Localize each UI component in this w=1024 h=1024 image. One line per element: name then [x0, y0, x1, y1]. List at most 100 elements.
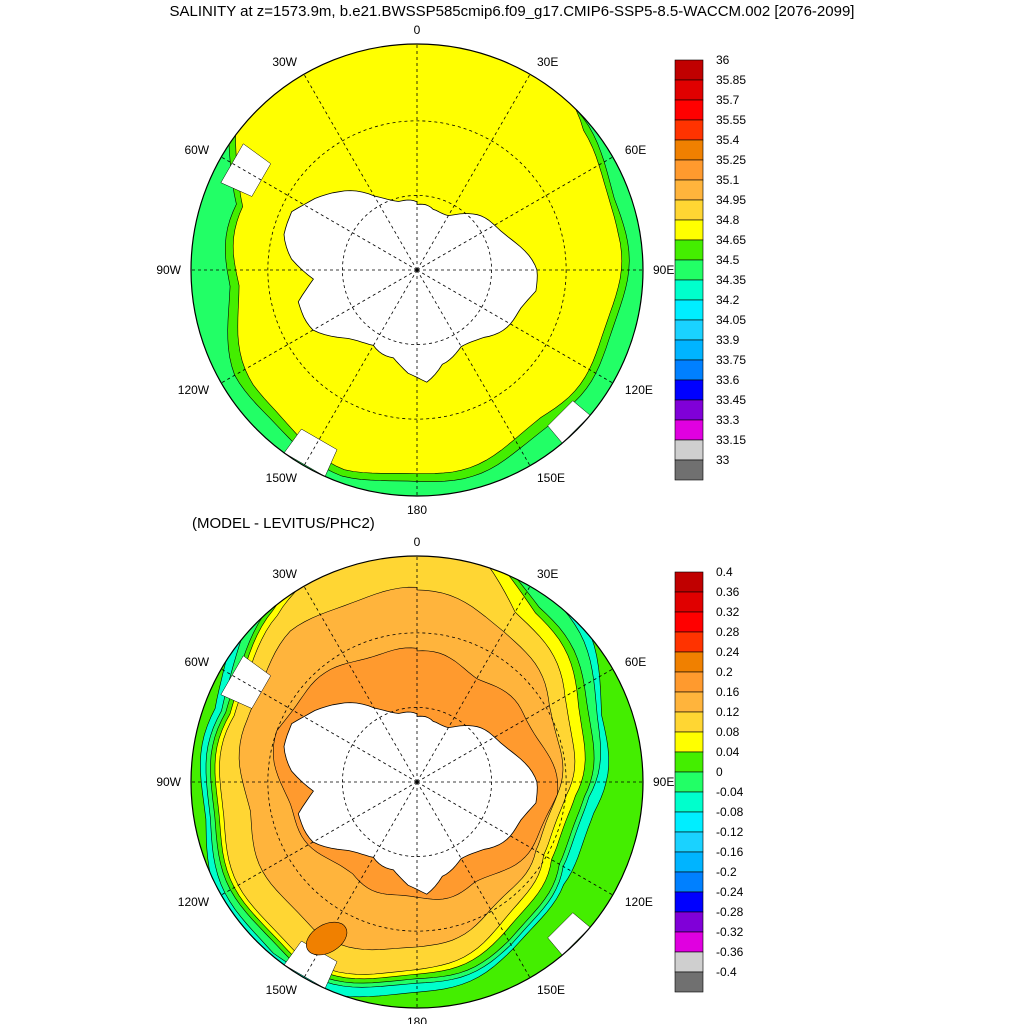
colorbar-swatch: [674, 119, 704, 141]
colorbar-tick-label: 36: [716, 53, 730, 67]
colorbar-tick-label: 33: [716, 453, 730, 467]
colorbar-tick-label: 34.35: [716, 273, 746, 287]
colorbar-tick-label: -0.4: [716, 965, 737, 979]
colorbar-tick-label: -0.2: [716, 865, 737, 879]
colorbar-swatch: [674, 591, 704, 613]
lon-tick-label: 30W: [272, 567, 297, 581]
colorbar-swatch: [674, 419, 704, 441]
colorbar-swatch: [674, 851, 704, 873]
lon-tick-label: 180: [407, 1015, 427, 1024]
lon-tick-label: 120W: [178, 895, 210, 909]
meridian-gridline: [416, 269, 613, 384]
lon-tick-label: 150W: [266, 983, 298, 997]
colorbar-swatch: [674, 671, 704, 693]
colorbar-swatch: [674, 831, 704, 853]
lon-tick-label: 120E: [625, 383, 653, 397]
colorbar-swatch: [674, 379, 704, 401]
lon-tick-label: 90W: [156, 775, 181, 789]
lon-tick-label: 60W: [184, 143, 209, 157]
lon-tick-label: 150W: [266, 471, 298, 485]
meridian-gridline: [416, 586, 531, 783]
colorbar-swatch: [674, 99, 704, 121]
colorbar-swatch: [674, 931, 704, 953]
colorbar-tick-label: -0.28: [716, 905, 744, 919]
lon-tick-label: 90W: [156, 263, 181, 277]
lon-tick-label: 180: [407, 503, 427, 517]
lon-tick-label: 120W: [178, 383, 210, 397]
colorbar-swatch: [674, 239, 704, 261]
lon-tick-label: 150E: [537, 471, 565, 485]
colorbar-swatch: [674, 611, 704, 633]
colorbar-tick-label: 33.45: [716, 393, 746, 407]
colorbar-tick-label: 35.1: [716, 173, 740, 187]
lon-tick-label: 60E: [625, 143, 646, 157]
colorbar-tick-label: -0.04: [716, 785, 744, 799]
colorbar-swatch: [674, 871, 704, 893]
colorbar-tick-label: 0.12: [716, 705, 740, 719]
meridian-gridline: [416, 781, 531, 978]
colorbar-swatch: [674, 79, 704, 101]
colorbar-swatch: [674, 359, 704, 381]
colorbar-swatch: [674, 911, 704, 933]
colorbar-swatch: [674, 771, 704, 793]
land-patch: [220, 143, 272, 197]
colorbar-tick-label: 33.6: [716, 373, 740, 387]
map-border: [190, 555, 644, 1009]
colorbar-tick-label: 0.08: [716, 725, 740, 739]
colorbar-tick-label: 34.65: [716, 233, 746, 247]
colorbar-swatch: [674, 631, 704, 653]
colorbar-tick-label: -0.32: [716, 925, 744, 939]
meridian-gridline: [416, 74, 531, 271]
colorbar-swatch: [674, 399, 704, 421]
colorbar-tick-label: 34.05: [716, 313, 746, 327]
lon-tick-label: 150E: [537, 983, 565, 997]
difference-subtitle: (MODEL - LEVITUS/PHC2): [192, 515, 375, 532]
meridian-gridline: [416, 156, 613, 271]
colorbar-swatch: [674, 139, 704, 161]
colorbar-tick-label: 34.2: [716, 293, 740, 307]
meridian-gridline: [303, 74, 418, 271]
polar-map-0: 0 30E 60E 90E 120E 150E 180 150W 120W 90W 60W 30W: [156, 23, 674, 517]
lon-tick-label: 120E: [625, 895, 653, 909]
antarctica-land: [283, 190, 538, 383]
colorbar-tick-label: -0.08: [716, 805, 744, 819]
colorbar-swatch: [674, 319, 704, 341]
colorbar-tick-label: 0.16: [716, 685, 740, 699]
colorbar-swatch: [674, 971, 704, 993]
colorbar-tick-label: 0.28: [716, 625, 740, 639]
meridian-gridline: [416, 781, 613, 896]
colorbar-swatch: [674, 651, 704, 673]
lon-tick-label: 90E: [653, 775, 674, 789]
colorbar-swatch: [674, 439, 704, 461]
lon-tick-label: 30E: [537, 567, 558, 581]
colorbar-tick-label: 34.5: [716, 253, 740, 267]
lon-tick-label: 60E: [625, 655, 646, 669]
colorbar-swatch: [674, 459, 704, 481]
colorbar-swatch: [674, 159, 704, 181]
colorbar-tick-label: 35.7: [716, 93, 740, 107]
colorbar-tick-label: 35.25: [716, 153, 746, 167]
lon-tick-label: 60W: [184, 655, 209, 669]
lon-tick-label: 0: [414, 535, 421, 549]
colorbar-swatch: [674, 791, 704, 813]
colorbar-swatch: [674, 199, 704, 221]
colorbar-tick-label: 35.85: [716, 73, 746, 87]
lon-tick-label: 30W: [272, 55, 297, 69]
colorbar-swatch: [674, 691, 704, 713]
salinity-maximum-patch: [306, 921, 348, 956]
colorbar-swatch: [674, 891, 704, 913]
meridian-gridline: [303, 269, 418, 466]
colorbar-tick-label: 33.3: [716, 413, 740, 427]
colorbar-1: 0.4 0.36 0.32 0.28 0.24 0.2 0.16 0.12 0.08 0.04 0 -…: [674, 565, 744, 993]
colorbar-swatch: [674, 711, 704, 733]
latitude-gridline: [267, 632, 567, 932]
meridian-gridline: [221, 156, 418, 271]
latitude-gridline: [267, 120, 567, 420]
colorbar-swatch: [674, 731, 704, 753]
colorbar-tick-label: 0.2: [716, 665, 733, 679]
colorbar-swatch: [674, 299, 704, 321]
colorbar-swatch: [674, 571, 704, 593]
colorbar-swatch: [674, 951, 704, 973]
colorbar-swatch: [674, 219, 704, 241]
map-border: [190, 43, 644, 497]
